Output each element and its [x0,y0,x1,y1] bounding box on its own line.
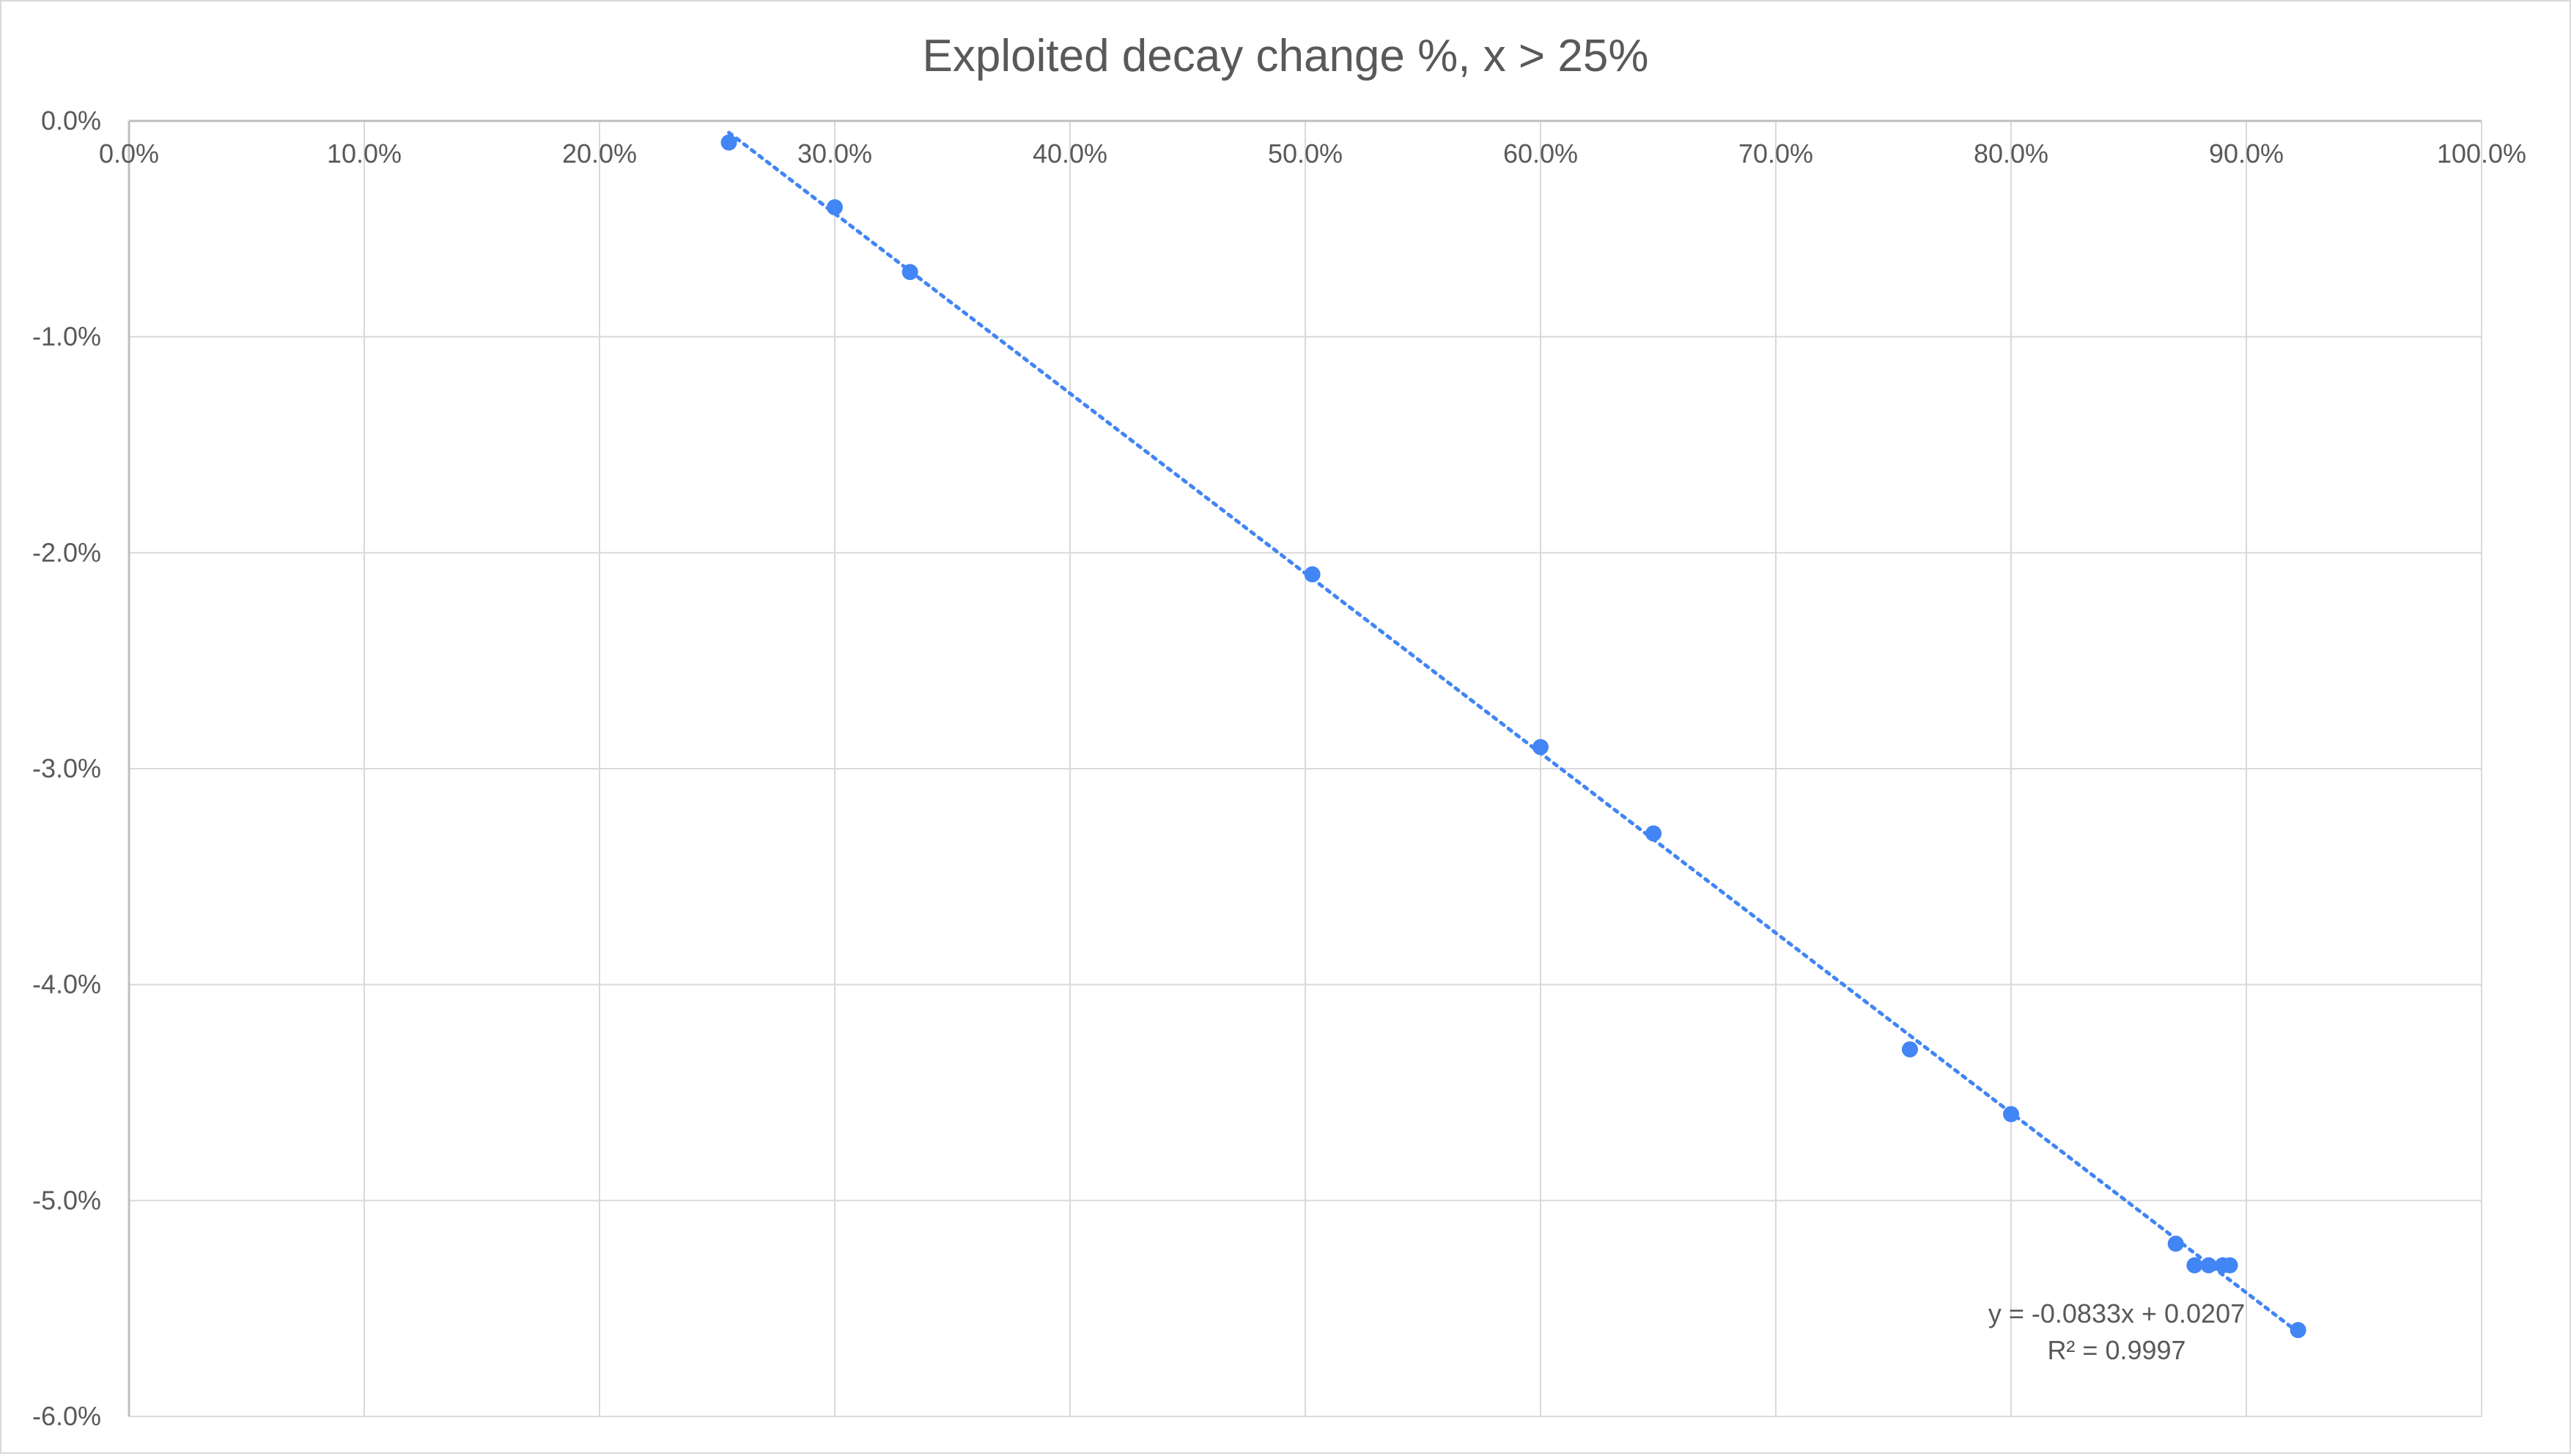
data-point [1304,566,1321,583]
trendline-equation-label: y = -0.0833x + 0.0207 [1988,1298,2245,1328]
y-tick-labels: 0.0% -1.0% -2.0% -3.0% -4.0% -5.0% -6.0% [32,106,101,1431]
x-tick-label: 40.0% [1033,138,1107,169]
x-tick-label: 80.0% [1974,138,2048,169]
trendline-r2-label: R² = 0.9997 [2047,1335,2185,1365]
chart-title: Exploited decay change %, x > 25% [923,31,1649,81]
x-tick-label: 50.0% [1268,138,1343,169]
trendline-equation: y = -0.0833x + 0.0207 R² = 0.9997 [1988,1298,2245,1365]
data-point [827,199,843,215]
x-tick-label: 10.0% [327,138,402,169]
x-tick-label: 100.0% [2437,138,2526,169]
data-point [2200,1257,2217,1274]
data-point [2003,1106,2019,1123]
data-point [720,134,737,151]
y-tick-label: -2.0% [32,537,101,567]
y-tick-label: -3.0% [32,753,101,783]
data-point [2167,1235,2184,1252]
x-tick-label: 30.0% [797,138,872,169]
data-point [2186,1257,2203,1274]
axes [128,119,2482,1416]
data-point [2221,1257,2238,1274]
data-point [2290,1322,2306,1339]
y-tick-label: -6.0% [32,1401,101,1431]
trendline-path [727,130,2301,1334]
data-points [720,134,2306,1339]
y-tick-label: 0.0% [41,106,101,136]
data-point [1901,1041,1918,1058]
data-point [1645,825,1662,842]
x-tick-labels: 0.0% 10.0% 20.0% 30.0% 40.0% 50.0% 60.0% 70.0% 8… [99,138,2526,169]
x-tick-label: 60.0% [1503,138,1578,169]
data-point [1532,739,1549,755]
x-tick-label: 70.0% [1738,138,1813,169]
x-tick-label: 0.0% [99,138,159,169]
y-tick-label: -4.0% [32,969,101,999]
trendline [727,130,2301,1334]
grid-lines [128,120,2482,1417]
data-point [901,264,918,281]
x-tick-label: 90.0% [2209,138,2284,169]
x-tick-label: 20.0% [562,138,637,169]
y-tick-label: -5.0% [32,1185,101,1215]
y-tick-label: -1.0% [32,322,101,352]
